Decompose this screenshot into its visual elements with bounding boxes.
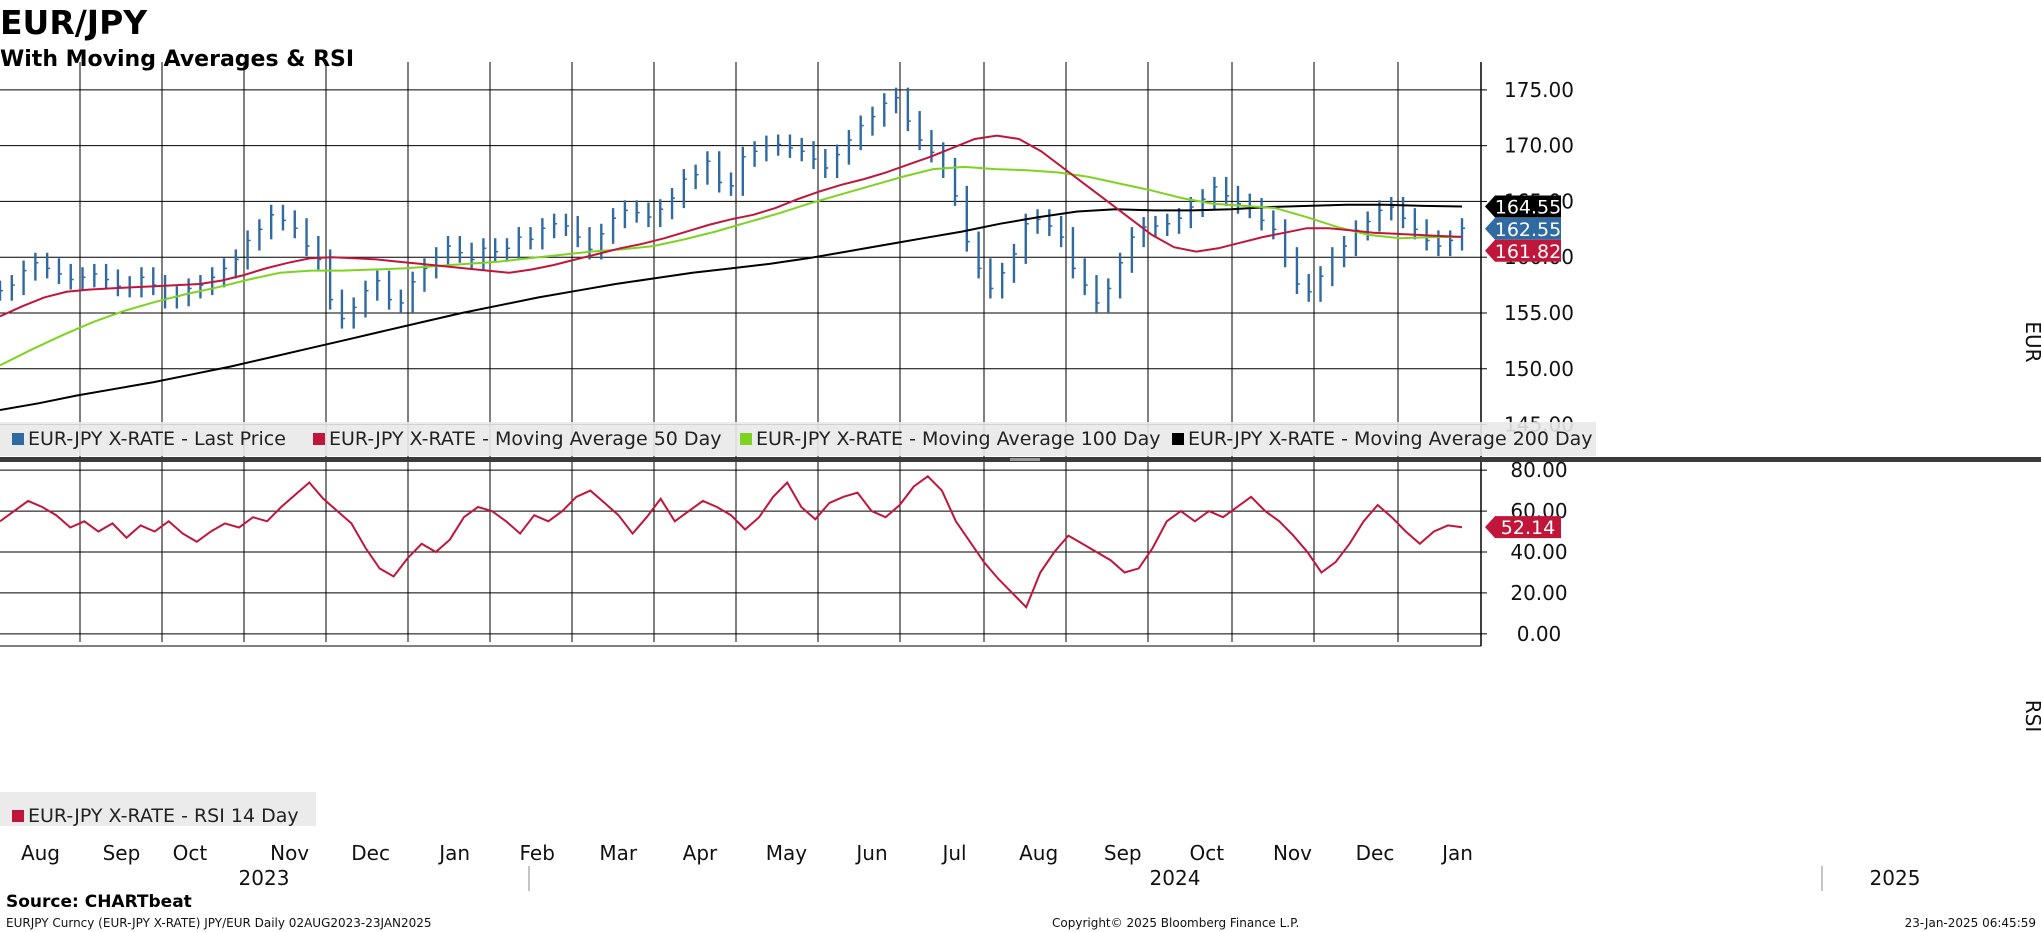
rsi-line xyxy=(0,474,1463,609)
ticker-info: EURJPY Curncy (EUR-JPY X-RATE) JPY/EUR D… xyxy=(6,916,432,930)
timestamp: 23-Jan-2025 06:45:59 xyxy=(1905,916,2036,930)
y-tick-label: 40.00 xyxy=(1510,540,1567,564)
x-month-label: May xyxy=(766,841,808,865)
legend-swatch xyxy=(12,810,24,822)
last-value-badge: 161.82 xyxy=(1485,239,1561,263)
legend-box xyxy=(0,792,316,826)
badge-shape xyxy=(1485,217,1561,240)
y-tick-label: 170.00 xyxy=(1504,134,1574,158)
legend-label: EUR-JPY X-RATE - Moving Average 200 Day xyxy=(1188,428,1593,450)
badge-value: 52.14 xyxy=(1501,517,1555,539)
y-tick-label: 0.00 xyxy=(1517,622,1562,646)
badge-value: 161.82 xyxy=(1495,241,1561,263)
x-year-label: 2025 xyxy=(1870,866,1921,890)
x-month-label: Jun xyxy=(854,841,887,865)
source-label: Source: CHARTbeat xyxy=(6,892,192,912)
panel-resize-handle xyxy=(1010,458,1040,461)
x-month-label: Dec xyxy=(351,841,390,865)
chart-legend: EUR-JPY X-RATE - Last Price EUR-JPY X-RAT… xyxy=(0,422,1596,827)
badge-shape xyxy=(1485,239,1561,262)
legend-label: EUR-JPY X-RATE - RSI 14 Day xyxy=(28,805,299,827)
x-month-label: Apr xyxy=(683,841,718,865)
x-month-label: Jan xyxy=(1440,841,1473,865)
ma50-line xyxy=(0,134,1463,318)
x-month-label: Nov xyxy=(1273,841,1312,865)
x-month-label: Jul xyxy=(940,841,966,865)
badge-value: 162.55 xyxy=(1495,219,1561,241)
y-tick-label: 20.00 xyxy=(1510,581,1567,605)
x-month-label: Sep xyxy=(1104,841,1142,865)
legend-label: EUR-JPY X-RATE - Last Price xyxy=(28,428,286,450)
x-month-label: Dec xyxy=(1356,841,1395,865)
y-tick-label: 155.00 xyxy=(1504,301,1574,325)
legend-swatch xyxy=(12,433,24,445)
last-value-badge: 164.55 xyxy=(1485,195,1561,218)
legend-swatch xyxy=(1172,433,1184,445)
badge-value: 164.55 xyxy=(1495,196,1561,218)
legend-box xyxy=(0,422,1596,456)
chart-subtitle: With Moving Averages & RSI xyxy=(0,47,354,72)
copyright: Copyright© 2025 Bloomberg Finance L.P. xyxy=(1052,916,1299,930)
x-month-label: Jan xyxy=(437,841,470,865)
legend-swatch xyxy=(740,433,752,445)
badge-shape xyxy=(1485,516,1561,539)
chart-axes: 145.00150.00155.00160.00165.00170.00175.… xyxy=(0,62,2041,891)
badge-shape xyxy=(1485,195,1561,218)
x-month-label: Oct xyxy=(173,841,208,865)
chart-grid xyxy=(0,62,1481,642)
y-axis-label: EUR xyxy=(2021,321,2041,362)
x-month-label: Aug xyxy=(21,841,60,865)
y-axis-label: RSI xyxy=(2021,700,2041,733)
y-tick-label: 150.00 xyxy=(1504,357,1574,381)
legend-label: EUR-JPY X-RATE - Moving Average 50 Day xyxy=(329,428,721,450)
x-month-label: Oct xyxy=(1190,841,1225,865)
legend-label: EUR-JPY X-RATE - Moving Average 100 Day xyxy=(756,428,1161,450)
y-tick-label: 80.00 xyxy=(1510,458,1567,482)
x-month-label: Mar xyxy=(599,841,638,865)
x-month-label: Aug xyxy=(1019,841,1058,865)
ma100-line xyxy=(0,165,1463,367)
legend-swatch xyxy=(313,433,325,445)
last-value-badge: 162.55 xyxy=(1485,217,1561,241)
rsi-last-value-badge: 52.14 xyxy=(1485,516,1561,539)
ma200-line xyxy=(0,203,1463,411)
chart-series xyxy=(0,87,1465,609)
x-month-label: Nov xyxy=(270,841,309,865)
chart-title: EUR/JPY xyxy=(0,3,148,42)
y-tick-label: 175.00 xyxy=(1504,78,1574,102)
x-year-label: 2023 xyxy=(239,866,290,890)
x-month-label: Feb xyxy=(520,841,555,865)
x-month-label: Sep xyxy=(103,841,141,865)
x-year-label: 2024 xyxy=(1150,866,1201,890)
